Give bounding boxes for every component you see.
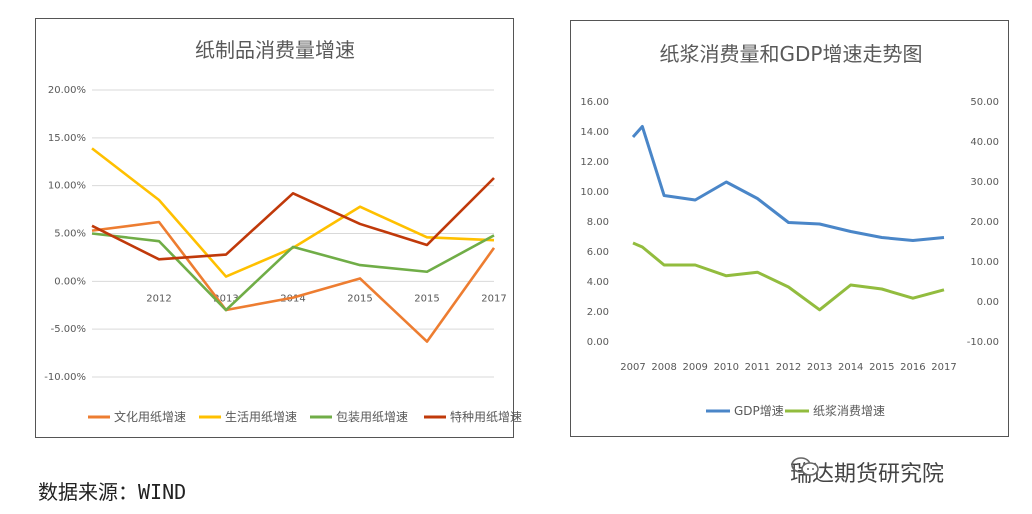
chart2-right-y-tick-label: 10.00 [970,257,999,268]
chart2-x-tick-label: 2016 [900,362,925,373]
chart2-series-line-1 [631,125,945,242]
chart2-x-tick-label: 2017 [931,362,956,373]
chart2-x-tick-label: 2011 [745,362,770,373]
chart2-series-line-2 [632,241,945,312]
chart2-right-y-tick-label: 0.00 [977,297,999,308]
chart2-x-tick-label: 2007 [620,362,645,373]
chart1-svg: 纸制品消费量增速 -10.00% -5.00% 0.00% 5.00% 10.00% 15.… [44,38,522,424]
chart2-x-tick-label: 2013 [807,362,832,373]
chart1-series-line-1 [91,220,496,343]
chart2-title: 纸浆消费量和GDP增速走势图 [660,42,923,66]
chart2-left-y-tick-label: 8.00 [587,217,609,228]
chart2-x-tick-label: 2010 [714,362,739,373]
chart2-left-y-tick-label: 10.00 [580,187,609,198]
chart2-left-y-tick-label: 14.00 [580,127,609,138]
chart1-series-line-3 [91,232,495,312]
chart1-y-tick-label: 20.00% [48,85,86,96]
chart2-x-tick-label: 2009 [682,362,707,373]
paper-products-growth-chart: 纸制品消费量增速 -10.00% -5.00% 0.00% 5.00% 10.00% 15.… [35,18,522,438]
chart2-x-tick-label: 2012 [776,362,801,373]
chart1-x-tick-label: 2015 [414,293,439,304]
chart2-left-y-tick-label: 2.00 [587,307,609,318]
chart1-y-tick-label: 15.00% [48,133,86,144]
chart2-left-y-tick-label: 6.00 [587,247,609,258]
chart2-x-tick-label: 2014 [838,362,863,373]
chart1-x-tick-label: 2015 [347,293,372,304]
chart2-right-y-tick-label: 40.00 [970,137,999,148]
watermark: 瑞达期货研究院 [790,456,944,488]
chart1-x-tick-label: 2013 [213,293,238,304]
chart1-title: 纸制品消费量增速 [195,38,355,62]
chart2-x-tick-label: 2008 [651,362,676,373]
chart1-y-tick-label: -5.00% [51,324,86,335]
chart2-right-y-tick-label: 20.00 [970,217,999,228]
chart1-x-tick-label: 2012 [146,293,171,304]
chart2-left-y-tick-label: 16.00 [580,97,609,108]
chart1-series-line-4 [91,177,495,261]
chart1-legend-label: 生活用纸增速 [225,410,297,424]
chart2-left-y-tick-label: 4.00 [587,277,609,288]
chart1-y-tick-label: 5.00% [54,229,86,240]
data-source-note: 数据来源：WIND [38,480,187,504]
chart2-left-y-tick-label: 12.00 [580,157,609,168]
chart2-right-y-tick-label: -10.00 [967,337,999,348]
chart1-y-tick-label: 10.00% [48,181,86,192]
chart2-svg: 纸浆消费量和GDP增速走势图 0.00 2.00 4.00 6.00 8.00 10.00 1… [580,42,999,418]
chart1-legend-label: 文化用纸增速 [114,409,186,424]
chart1-legend-label: 包装用纸增速 [336,410,408,424]
chart2-legend-label: GDP增速 [734,404,784,418]
wechat-icon [791,457,819,476]
chart1-x-tick-label: 2017 [481,293,506,304]
pulp-gdp-trend-chart: 纸浆消费量和GDP增速走势图 0.00 2.00 4.00 6.00 8.00 10.00 1… [570,20,1009,437]
chart2-legend-label: 纸浆消费增速 [813,403,885,418]
chart1-legend-label: 特种用纸增速 [450,409,522,424]
chart1-y-tick-label: -10.00% [44,372,86,383]
chart2-right-y-tick-label: 30.00 [970,177,999,188]
chart2-x-tick-label: 2015 [869,362,894,373]
chart1-y-tick-label: 0.00% [54,276,86,287]
chart2-left-y-tick-label: 0.00 [587,337,609,348]
chart2-right-y-tick-label: 50.00 [970,97,999,108]
